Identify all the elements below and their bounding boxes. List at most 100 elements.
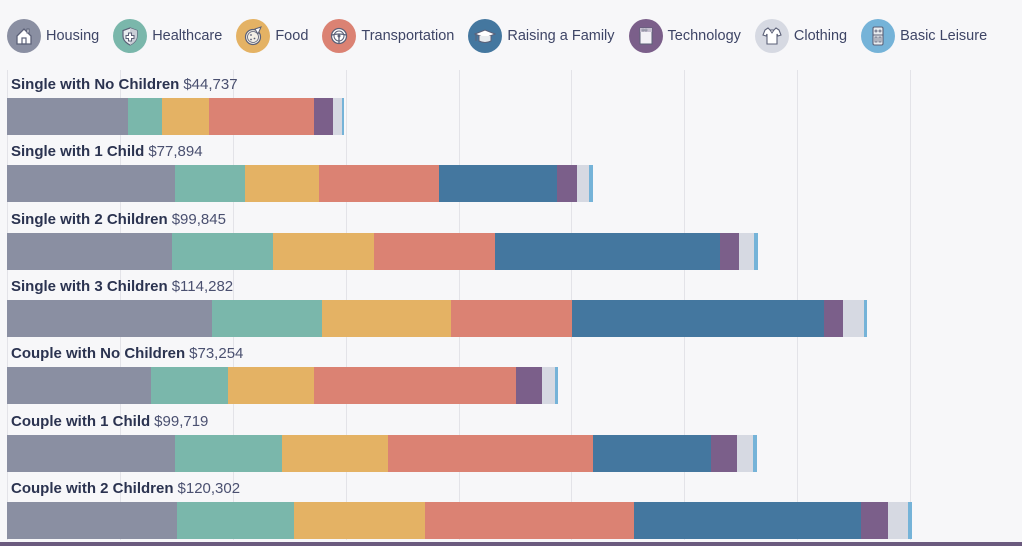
bar-segment-clothing[interactable]: [542, 367, 556, 405]
bar-row: Couple with No Children $73,254: [0, 339, 1022, 406]
bar-segment-technology[interactable]: [557, 165, 578, 203]
bar-segment-housing[interactable]: [7, 501, 177, 539]
bar-segment-healthcare[interactable]: [174, 434, 282, 472]
bar-segment-food[interactable]: [244, 165, 319, 203]
bar-row-title: Single with 2 Children $99,845: [11, 211, 226, 228]
legend-item-transportation[interactable]: Transportation: [322, 19, 454, 53]
bar-segment-clothing[interactable]: [888, 501, 909, 539]
bar-segment-healthcare[interactable]: [176, 501, 294, 539]
bar-segment-transportation[interactable]: [314, 367, 517, 405]
legend-label: Food: [275, 28, 309, 44]
legend-item-raising-a-family[interactable]: Raising a Family: [468, 19, 615, 53]
bar-row-title: Couple with 1 Child $99,719: [11, 413, 208, 430]
bar-segment-food[interactable]: [272, 232, 374, 270]
bar-segment-housing[interactable]: [7, 232, 172, 270]
bar-segment-healthcare[interactable]: [174, 165, 245, 203]
stacked-bar-chart: Single with No Children $44,737 Single wit…: [0, 70, 1022, 540]
bar-segment-technology[interactable]: [861, 501, 889, 539]
bar-segment-healthcare[interactable]: [128, 98, 163, 135]
bar-segment-basic-leisure[interactable]: [589, 165, 594, 203]
device-icon: [628, 19, 663, 53]
bar-segment-healthcare[interactable]: [151, 367, 229, 405]
bar-segment-transportation[interactable]: [424, 501, 634, 539]
bar-segment-healthcare[interactable]: [211, 299, 322, 337]
total-cost-label: $120,302: [177, 479, 241, 497]
bar-segment-transportation[interactable]: [387, 434, 593, 472]
total-cost-label: $73,254: [189, 345, 244, 363]
bar-segment-basic-leisure[interactable]: [863, 299, 867, 337]
bar-segment-raising-a-family[interactable]: [494, 232, 721, 270]
total-cost-label: $114,282: [171, 277, 234, 295]
legend-item-housing[interactable]: Housing: [7, 19, 99, 53]
household-type-label: Couple with 1 Child: [11, 412, 151, 430]
bar-segment-transportation[interactable]: [450, 299, 572, 337]
bar-segment-basic-leisure[interactable]: [908, 501, 913, 539]
shield-cross-icon: [113, 19, 148, 53]
legend-label: Transportation: [361, 28, 455, 44]
household-type-label: Couple with 2 Children: [11, 479, 174, 497]
bar-row: Single with 2 Children $99,845: [0, 205, 1022, 272]
household-type-label: Single with 2 Children: [11, 210, 168, 228]
legend-label: Clothing: [793, 28, 848, 44]
bar-segment-technology[interactable]: [823, 299, 843, 337]
bar-segment-clothing[interactable]: [739, 232, 755, 270]
bar-segment-housing[interactable]: [7, 367, 152, 405]
bar-segment-raising-a-family[interactable]: [571, 299, 824, 337]
legend-label: Basic Leisure: [900, 28, 988, 44]
bar-row-title: Single with 3 Children $114,282: [11, 278, 233, 295]
bar-segment-clothing[interactable]: [842, 299, 864, 337]
legend-item-food[interactable]: Food: [236, 19, 308, 53]
legend-item-technology[interactable]: Technology: [628, 19, 741, 53]
bar-row: Single with No Children $44,737: [0, 70, 1022, 137]
household-type-label: Couple with No Children: [11, 345, 186, 363]
bar-row: Couple with 2 Children $120,302: [0, 474, 1022, 541]
bar-segment-technology[interactable]: [516, 367, 543, 405]
legend-item-clothing[interactable]: Clothing: [754, 19, 848, 53]
household-type-label: Single with No Children: [11, 76, 180, 93]
bar-segment-basic-leisure[interactable]: [753, 434, 758, 472]
bar-row-title: Couple with No Children $73,254: [11, 345, 243, 362]
graduation-cap-icon: [468, 19, 503, 53]
bar-segment-clothing[interactable]: [332, 98, 342, 135]
bar-segment-technology[interactable]: [711, 434, 738, 472]
bar-segment-transportation[interactable]: [209, 98, 314, 135]
bar-segment-housing[interactable]: [7, 98, 129, 135]
legend-label: Technology: [667, 28, 741, 44]
steering-wheel-icon: [322, 19, 357, 53]
bar-segment-technology[interactable]: [313, 98, 333, 135]
bar-segment-raising-a-family[interactable]: [592, 434, 712, 472]
bar-segment-food[interactable]: [293, 501, 425, 539]
bar-segment-clothing[interactable]: [737, 434, 754, 472]
bar-segment-basic-leisure[interactable]: [341, 98, 344, 135]
bar-segment-housing[interactable]: [7, 165, 175, 203]
grid-line: [910, 70, 911, 540]
household-type-label: Single with 1 Child: [11, 143, 145, 161]
bar-segment-food[interactable]: [321, 299, 451, 337]
shirt-icon: [754, 19, 789, 53]
bar-segment-housing[interactable]: [7, 434, 175, 472]
bar-segment-food[interactable]: [162, 98, 210, 135]
pizza-icon: [236, 19, 271, 53]
bar-segment-food[interactable]: [281, 434, 388, 472]
legend-label: Raising a Family: [507, 28, 615, 44]
bar-segment-raising-a-family[interactable]: [633, 501, 862, 539]
legend-item-basic-leisure[interactable]: Basic Leisure: [861, 19, 987, 53]
bar-segment-basic-leisure[interactable]: [754, 232, 759, 270]
legend-label: Healthcare: [152, 28, 223, 44]
bar-segment-basic-leisure[interactable]: [555, 367, 559, 405]
bar-row: Couple with 1 Child $99,719: [0, 407, 1022, 474]
bar-segment-housing[interactable]: [7, 299, 212, 337]
bar-segment-food[interactable]: [228, 367, 315, 405]
bar-row-title: Single with No Children $44,737: [11, 76, 238, 93]
chart-legend: Housing Healthcare Food Transportation Raisi…: [7, 18, 1001, 54]
bar-segment-healthcare[interactable]: [171, 232, 273, 270]
bar-row: Single with 1 Child $77,894: [0, 137, 1022, 204]
bar-segment-clothing[interactable]: [577, 165, 590, 203]
house-icon: [7, 19, 41, 53]
total-cost-label: $77,894: [148, 143, 203, 161]
bar-segment-technology[interactable]: [720, 232, 740, 270]
bar-segment-transportation[interactable]: [318, 165, 440, 203]
legend-item-healthcare[interactable]: Healthcare: [113, 19, 222, 53]
bar-segment-transportation[interactable]: [373, 232, 495, 270]
bar-segment-raising-a-family[interactable]: [439, 165, 558, 203]
